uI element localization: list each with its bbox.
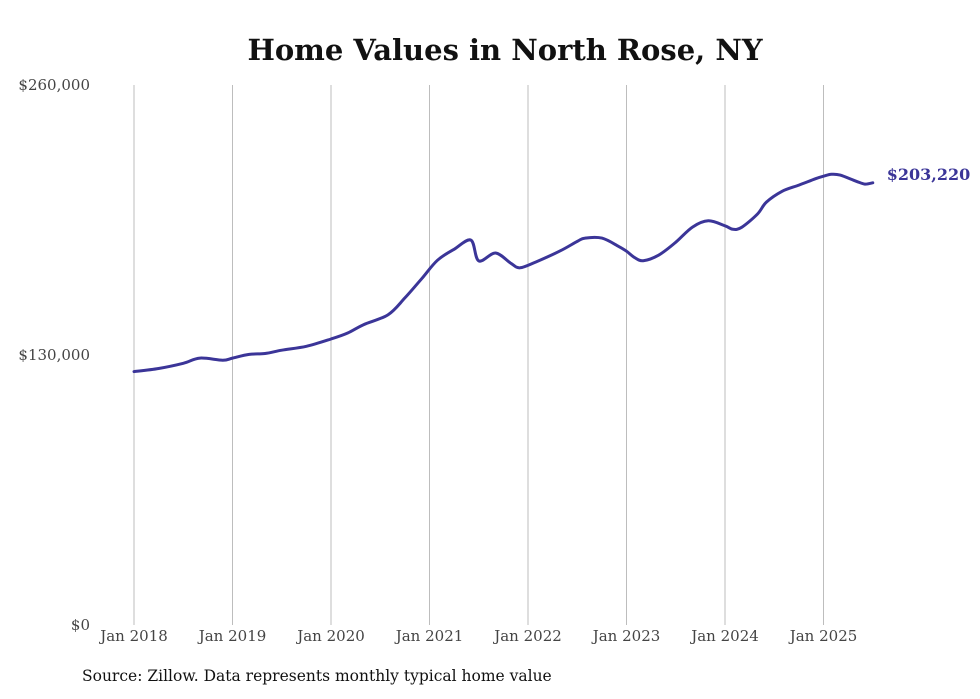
- x-tick-label: Jan 2025: [788, 627, 858, 645]
- source-note: Source: Zillow. Data represents monthly …: [82, 667, 552, 685]
- chart-title: Home Values in North Rose, NY: [247, 33, 762, 67]
- x-tick-label: Jan 2024: [689, 627, 759, 645]
- series-line: [132, 172, 875, 374]
- y-tick-label: $0: [71, 616, 90, 634]
- x-tick-label: Jan 2018: [98, 627, 168, 645]
- x-axis-ticks: Jan 2018 Jan 2019 Jan 2020 Jan 2021 Jan 2022…: [98, 627, 857, 645]
- gridlines: [133, 85, 824, 625]
- series-end-value-label: $203,220: [887, 165, 971, 184]
- y-tick-label: $130,000: [18, 346, 90, 364]
- y-axis-ticks: $0 $130,000 $260,000: [18, 76, 90, 634]
- x-tick-label: Jan 2021: [394, 627, 464, 645]
- y-tick-label: $260,000: [18, 76, 90, 94]
- x-tick-label: Jan 2023: [591, 627, 661, 645]
- x-tick-label: Jan 2022: [492, 627, 562, 645]
- x-tick-label: Jan 2019: [197, 627, 267, 645]
- x-tick-label: Jan 2020: [295, 627, 365, 645]
- series-layer: [132, 172, 875, 374]
